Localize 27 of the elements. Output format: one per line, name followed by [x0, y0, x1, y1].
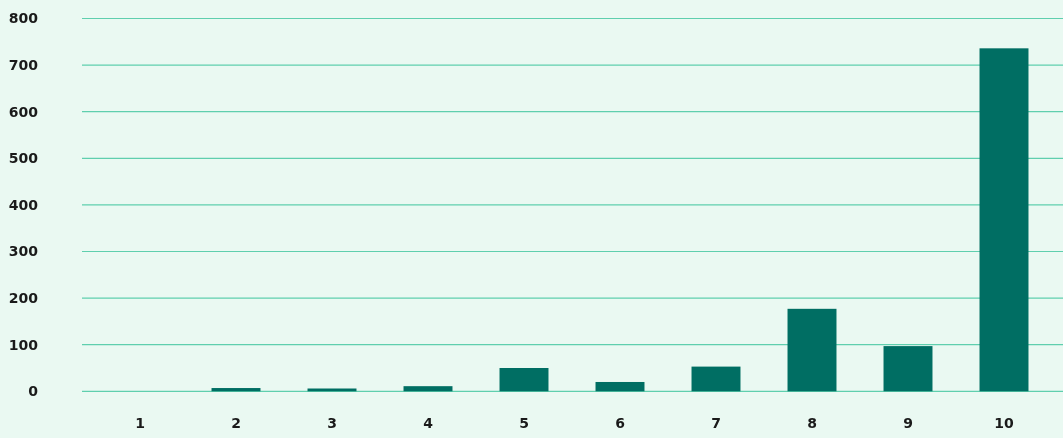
x-tick-label: 7 — [711, 415, 721, 431]
bar — [211, 388, 261, 392]
y-tick-label: 500 — [8, 150, 39, 167]
x-tick-label: 4 — [423, 415, 434, 431]
y-tick-label: 0 — [28, 383, 39, 400]
x-tick-label: 8 — [807, 415, 817, 431]
bar — [595, 381, 645, 392]
bar — [787, 308, 837, 392]
bar — [883, 346, 933, 392]
x-tick-label: 5 — [519, 415, 529, 431]
bar — [691, 366, 741, 392]
x-tick-label: 1 — [135, 415, 145, 431]
bar — [403, 386, 453, 392]
x-tick-label: 9 — [903, 415, 913, 431]
bar — [979, 48, 1029, 392]
y-tick-label: 300 — [8, 243, 39, 260]
y-tick-label: 700 — [8, 57, 39, 73]
y-tick-label: 100 — [8, 336, 39, 353]
y-tick-label: 800 — [8, 10, 39, 27]
y-tick-label: 600 — [8, 103, 39, 120]
x-tick-label: 3 — [327, 415, 337, 431]
bar — [499, 368, 549, 392]
x-tick-label: 10 — [994, 415, 1014, 431]
y-tick-label: 200 — [8, 290, 39, 306]
x-tick-label: 2 — [231, 415, 241, 431]
y-tick-label: 400 — [8, 196, 39, 213]
x-tick-label: 6 — [615, 415, 625, 431]
